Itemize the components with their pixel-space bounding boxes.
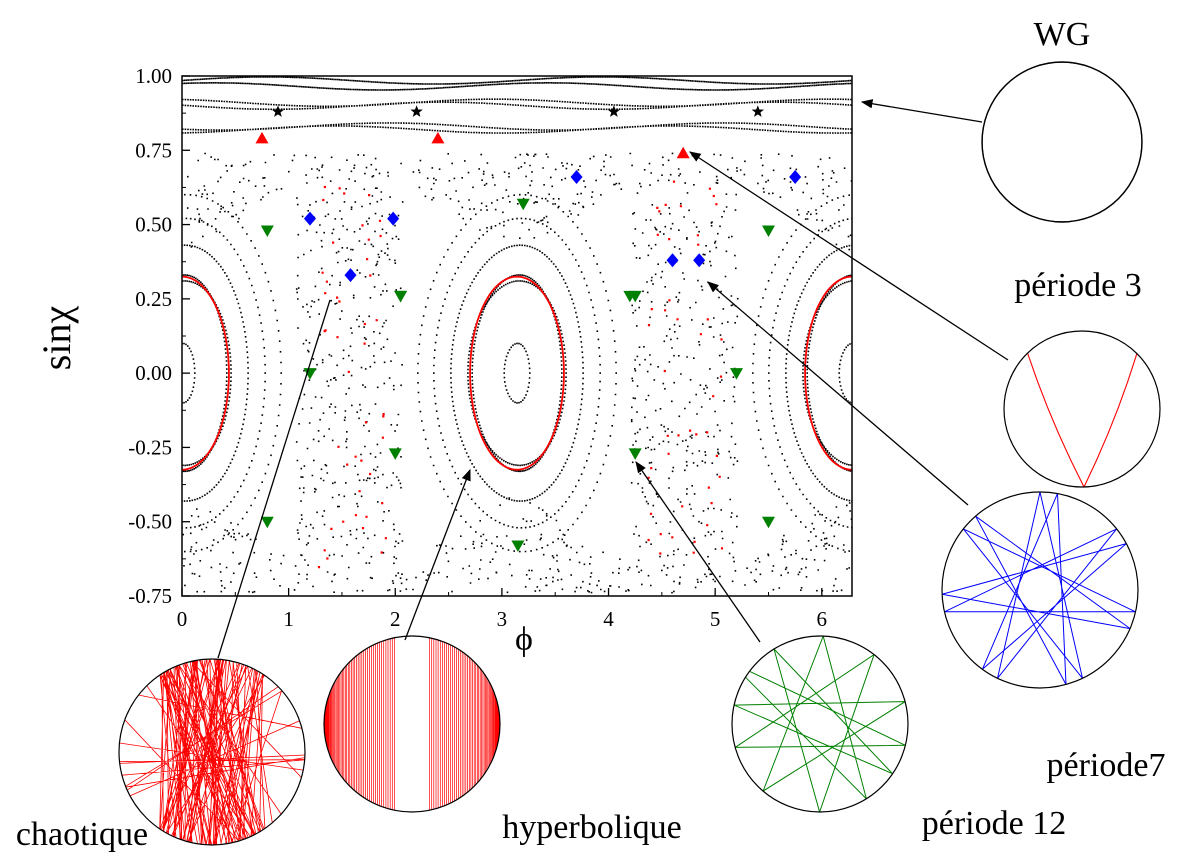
inset-chaotique-boundary [118, 658, 306, 846]
star-marker [607, 105, 620, 117]
arrow-periode12 [635, 461, 761, 643]
star-marker [410, 105, 423, 117]
inset-chaotique: chaotique [16, 658, 306, 853]
inset-hyperbolique: hyperbolique [323, 635, 682, 846]
chaotique-trajectory [119, 659, 305, 845]
diamond-marker [303, 211, 316, 226]
poincare-plot: 0 1 2 3 4 5 6 1.00 0.75 0.50 0.25 0.00 -0.25 -0.50 -0.… [34, 64, 853, 658]
diamond-marker [344, 268, 357, 283]
inset-periode12-label: période 12 [922, 805, 1066, 842]
y-tick-label: -0.50 [128, 510, 172, 534]
triangle-up-marker [676, 146, 690, 159]
triangle-down-marker [260, 516, 274, 529]
inset-chaotique-label: chaotique [16, 816, 148, 853]
inset-periode12: période 12 [731, 635, 1066, 842]
triangle-down-marker [260, 225, 274, 238]
inset-hyperbolique-boundary [323, 635, 501, 813]
x-axis-title: ϕ [515, 621, 533, 658]
inset-periode3-label: période 3 [1014, 267, 1141, 304]
periode12-trajectory [733, 636, 907, 812]
y-tick-label: -0.25 [128, 435, 172, 459]
hyperbolique-orbit [324, 637, 500, 811]
triangle-down-marker [511, 540, 525, 552]
periode3-trajectory [1019, 331, 1145, 487]
y-tick-label: 0.00 [135, 361, 172, 385]
orbit-points [182, 76, 852, 594]
star-marker [271, 105, 285, 117]
plot-frame [181, 75, 853, 597]
inset-hyperbolique-label: hyperbolique [502, 809, 681, 846]
arrow-periode3 [689, 151, 1009, 361]
triangle-up-marker [431, 131, 445, 144]
periode7-trajectory [942, 492, 1136, 685]
inset-periode3: période 3 [1003, 267, 1161, 488]
poincare-points [182, 76, 852, 594]
y-tick-label: 1.00 [135, 64, 172, 88]
periodic-orbit-markers [255, 105, 802, 552]
y-tick-label: 0.25 [135, 287, 172, 311]
x-tick-label: 6 [817, 607, 828, 631]
inset-periode7: période7 [941, 491, 1166, 784]
periode3-orbit [1019, 331, 1145, 487]
triangle-down-marker [729, 368, 743, 380]
inset-wg: WG [981, 16, 1143, 223]
diamond-marker [666, 253, 679, 268]
x-tick-label: 0 [177, 607, 188, 631]
triangle-up-marker [255, 131, 269, 144]
inset-wg-boundary [981, 61, 1143, 223]
wg-orbit [982, 62, 1142, 222]
periode12-orbit [733, 636, 907, 812]
triangle-down-marker [303, 368, 317, 380]
inset-wg-label: WG [1034, 16, 1091, 53]
inset-periode7-boundary [941, 491, 1139, 689]
inset-periode12-boundary [731, 635, 909, 813]
diamond-marker [387, 211, 400, 226]
x-tick-label: 1 [283, 607, 294, 631]
arrow-periode7 [707, 281, 969, 506]
y-tick-label: 0.50 [135, 213, 172, 237]
y-tick-label: 0.75 [135, 138, 172, 162]
triangle-down-marker [516, 198, 530, 211]
diamond-marker [570, 170, 583, 185]
x-tick-label: 2 [390, 607, 401, 631]
chaotique-orbit [119, 659, 305, 845]
y-axis-title: sinχ [34, 306, 79, 371]
triangle-down-marker [388, 448, 402, 460]
triangle-down-marker [628, 290, 642, 303]
inset-periode3-boundary [1003, 330, 1161, 488]
inset-periode7-label: période7 [1047, 747, 1166, 784]
x-tick-label: 5 [710, 607, 721, 631]
triangle-down-marker [761, 225, 775, 238]
periode7-orbit [942, 492, 1136, 685]
diamond-marker [789, 170, 802, 185]
red-invariant-curve [182, 275, 852, 471]
annotation-arrows [217, 99, 1009, 659]
axis-ticks: 0 1 2 3 4 5 6 1.00 0.75 0.50 0.25 0.00 -0.25 -0.50 -0.… [128, 64, 827, 631]
wg-trajectory [982, 62, 1142, 222]
hyperbolique-trajectory [324, 637, 500, 811]
triangle-down-marker [761, 516, 775, 529]
arrow-chaotique [217, 299, 331, 659]
arrow-hyperbolique [404, 468, 471, 641]
star-marker [751, 105, 764, 117]
x-tick-label: 4 [603, 607, 614, 631]
diamond-marker [693, 253, 706, 268]
arrow-wg [860, 99, 983, 123]
triangle-down-marker [628, 448, 642, 460]
y-tick-label: -0.75 [128, 584, 172, 608]
triangle-down-marker [394, 290, 408, 303]
x-tick-label: 3 [497, 607, 508, 631]
